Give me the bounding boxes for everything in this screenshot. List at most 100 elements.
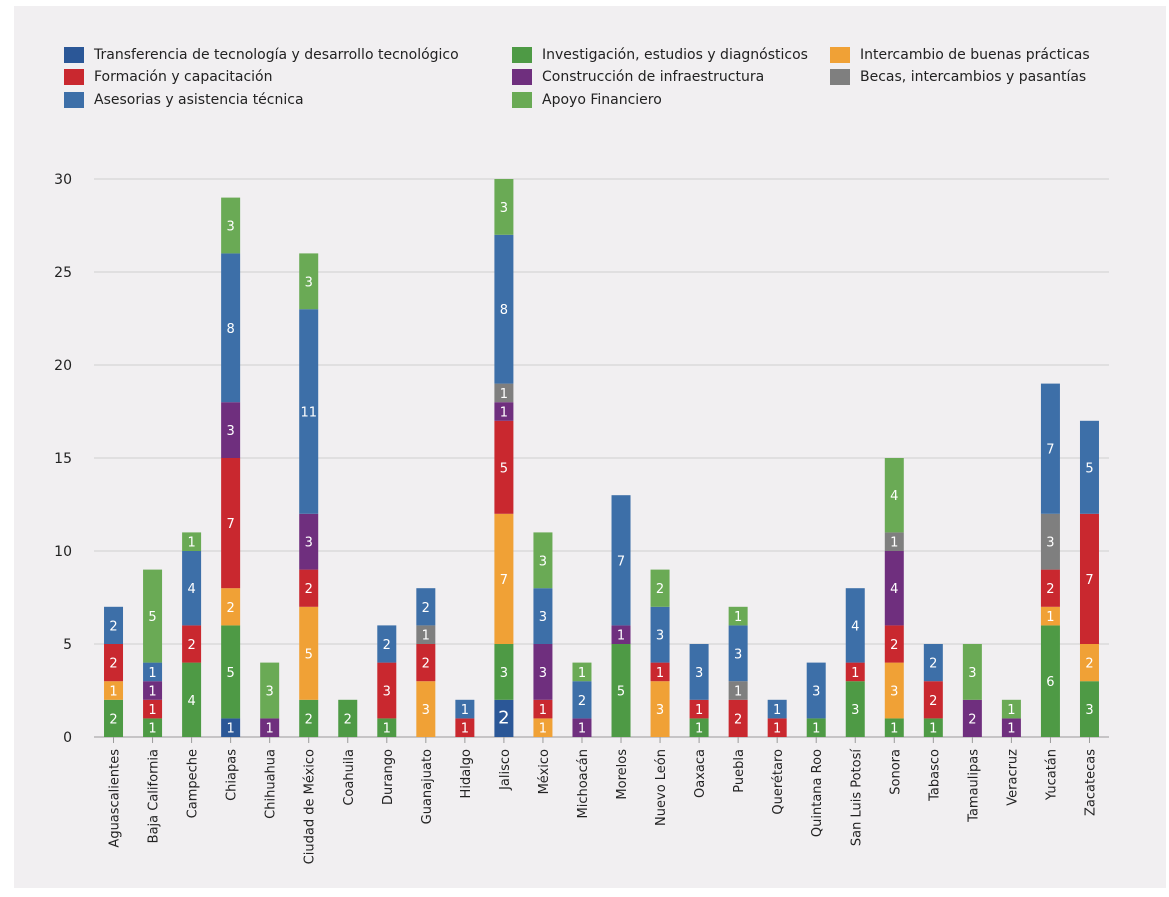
x-tick-label: Zacatecas (1083, 749, 1098, 816)
bar-segment (494, 644, 514, 700)
data-label: 1 (461, 703, 469, 718)
bar-segment (182, 662, 202, 737)
data-label: 2 (344, 712, 352, 727)
data-label: 3 (539, 610, 547, 625)
x-tick-label: Campeche (186, 749, 201, 818)
x-tick-label: Chiapas (225, 749, 240, 801)
data-label: 1 (734, 610, 742, 625)
data-label: 3 (383, 685, 391, 700)
legend-swatch (64, 69, 84, 85)
bar-segment (143, 681, 163, 700)
bar-segment (1079, 513, 1099, 644)
bar-segment (494, 402, 514, 421)
bar-segment (923, 718, 943, 737)
data-label: 1 (266, 722, 274, 737)
data-label: 1 (539, 703, 547, 718)
x-tick-label: Coahuila (342, 749, 357, 806)
data-label: 3 (305, 275, 313, 290)
x-tick-label: Hidalgo (459, 749, 474, 798)
bar-segment (221, 458, 241, 589)
x-tick-label: Sonora (888, 749, 903, 795)
data-label: 2 (1046, 582, 1054, 597)
data-label: 1 (148, 722, 156, 737)
x-tick-label: Michoacán (576, 749, 591, 819)
data-label: 1 (890, 722, 898, 737)
x-tick-label: Oaxaca (693, 749, 708, 798)
bar-segment (650, 569, 670, 607)
bar-segment (689, 718, 709, 737)
x-tick-label: San Luis Potosí (849, 749, 864, 847)
legend-item-construccion: Construcción de infraestructura (512, 67, 764, 87)
bar-segment (884, 532, 904, 551)
data-label: 1 (148, 666, 156, 681)
bar-segment (962, 644, 982, 700)
bar-segment (182, 551, 202, 626)
bar-segment (1040, 569, 1060, 607)
data-label: 1 (109, 685, 117, 700)
data-label: 3 (656, 629, 664, 644)
data-label: 1 (617, 629, 625, 644)
bar-segment (728, 699, 748, 737)
y-tick-label: 0 (63, 730, 72, 746)
data-label: 1 (383, 722, 391, 737)
bar-segment (182, 625, 202, 663)
bar-segment (299, 253, 319, 310)
bar-segment (143, 662, 163, 682)
bar-segment (299, 309, 319, 514)
bar-segment (299, 699, 319, 737)
x-tick-label: México (537, 749, 552, 794)
bar-segment (806, 718, 826, 737)
bar-segment (221, 402, 241, 458)
data-label: 2 (929, 657, 937, 672)
data-label: 1 (695, 703, 703, 718)
data-label: 7 (500, 573, 508, 588)
x-tick-label: Aguascalientes (108, 749, 123, 848)
bar-segment (299, 606, 319, 700)
bar-segment (962, 699, 982, 737)
legend-swatch (512, 47, 532, 63)
data-label: 1 (656, 666, 664, 681)
data-label: 3 (305, 536, 313, 551)
legend-label: Asesorias y asistencia técnica (94, 92, 304, 108)
legend-swatch (830, 47, 850, 63)
bar-segment (143, 699, 163, 719)
x-tick-label: Chihuahua (264, 749, 279, 819)
bar-segment (728, 606, 748, 626)
bar-segment (533, 718, 553, 737)
data-label: 3 (812, 685, 820, 700)
data-label: 3 (539, 554, 547, 569)
data-label: 5 (305, 647, 313, 662)
x-tick-label: Ciudad de México (303, 749, 318, 864)
data-label: 2 (734, 712, 742, 727)
bar-segment (884, 551, 904, 626)
legend-label: Intercambio de buenas prácticas (860, 47, 1090, 63)
data-label: 3 (226, 424, 234, 439)
chart-panel: Transferencia de tecnología y desarrollo… (14, 6, 1166, 888)
x-tick-label: Baja California (147, 749, 162, 843)
x-tick-label: Yucatán (1044, 749, 1059, 801)
bar-segment (689, 699, 709, 719)
bar-segment (611, 495, 631, 626)
x-tick-label: Tamaulipas (966, 749, 981, 823)
bar-segment (455, 699, 475, 719)
bar-segment (416, 588, 436, 626)
bar-segment (884, 718, 904, 737)
y-tick-label: 20 (54, 358, 72, 374)
data-label: 2 (187, 638, 195, 653)
data-label: 1 (695, 722, 703, 737)
bar-segment (728, 625, 748, 682)
y-tick-label: 5 (63, 637, 72, 653)
x-tick-label: Querétaro (771, 749, 786, 815)
data-label: 2 (422, 657, 430, 672)
bar-segment (533, 588, 553, 644)
data-label: 7 (226, 517, 234, 532)
data-label: 3 (1085, 703, 1093, 718)
bar-segment (143, 718, 163, 737)
bar-segment (221, 718, 241, 737)
data-label: 5 (226, 666, 234, 681)
data-label: 3 (1046, 536, 1054, 551)
data-label: 3 (734, 647, 742, 662)
bar-segment (533, 699, 553, 719)
bar-segment (572, 718, 592, 737)
x-tick-label: Durango (381, 749, 396, 805)
